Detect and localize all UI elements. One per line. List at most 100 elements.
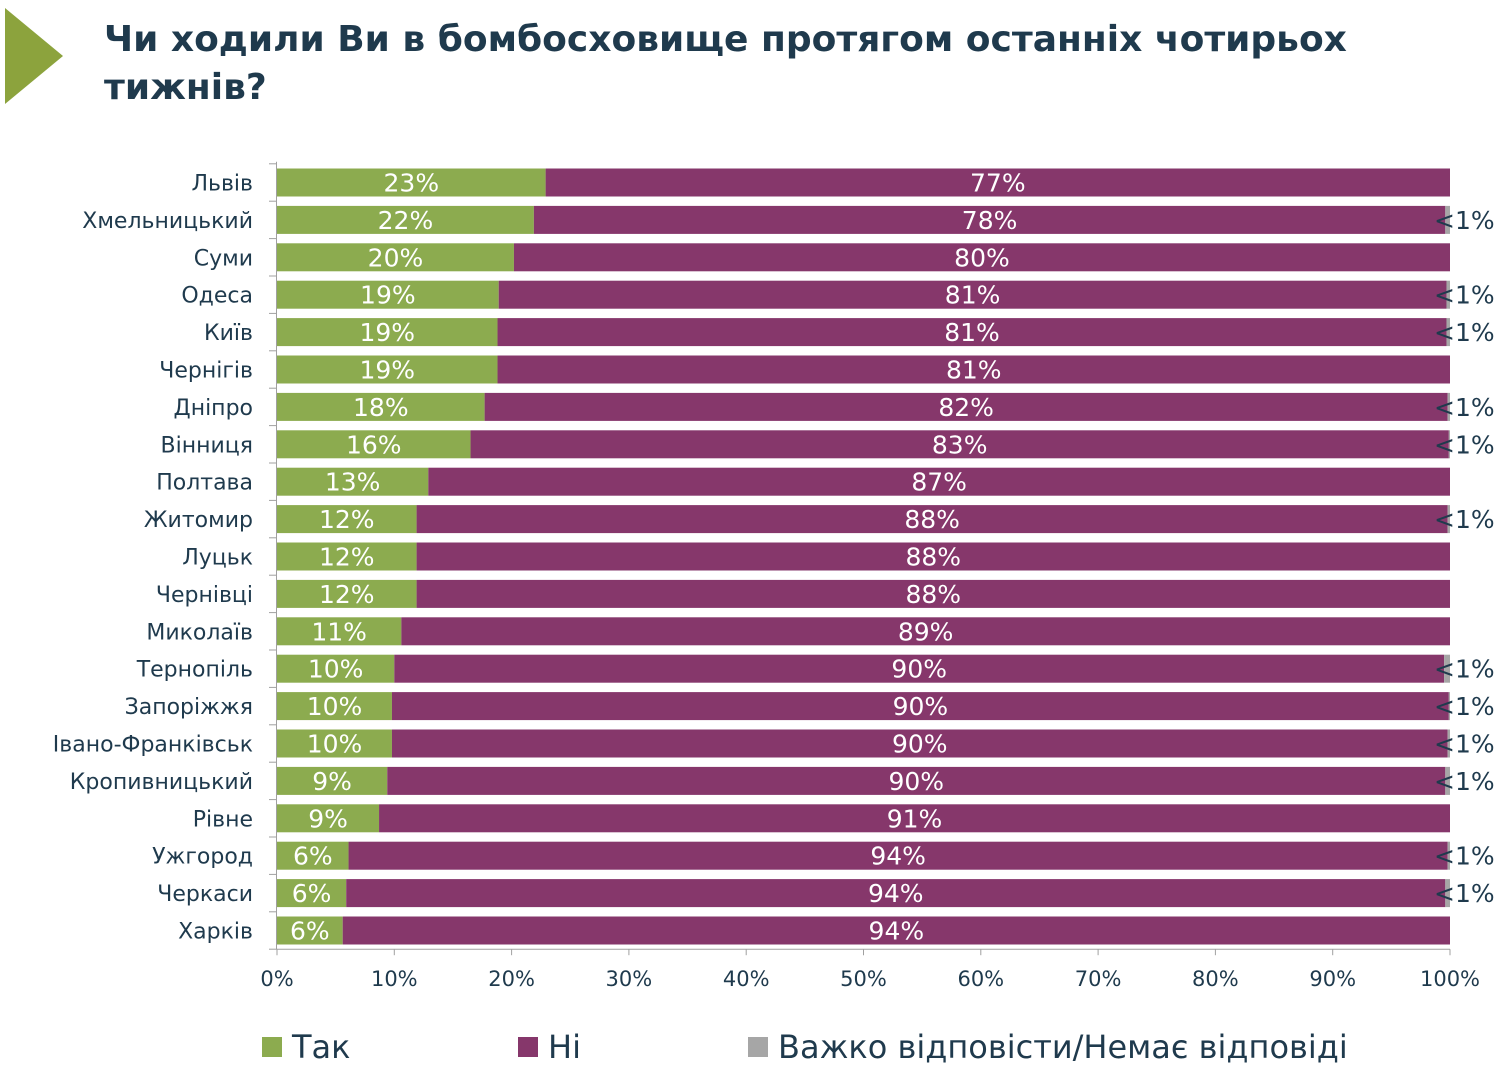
bar-yes <box>277 879 347 908</box>
data-label-no: 90% <box>891 655 947 684</box>
legend-swatch-yes <box>262 1037 282 1057</box>
data-label-yes: 18% <box>353 393 409 422</box>
data-label-yes: 9% <box>308 804 348 833</box>
data-label-dk: <1% <box>1434 879 1495 908</box>
data-label-dk: <1% <box>1434 730 1495 759</box>
data-label-yes: 6% <box>293 842 333 871</box>
category-label: Івано-Франківськ <box>53 733 253 758</box>
x-tick-label: 60% <box>957 967 1004 991</box>
category-label: Харків <box>178 920 253 945</box>
x-tick-label: 100% <box>1420 967 1480 991</box>
bar-dk <box>1445 205 1450 234</box>
category-label: Миколаїв <box>146 620 253 645</box>
data-label-dk: <1% <box>1434 505 1495 534</box>
data-label-dk: <1% <box>1434 767 1495 796</box>
bar-no <box>394 654 1445 683</box>
bar-yes <box>277 205 534 234</box>
bar-no <box>497 318 1447 347</box>
data-label-no: 81% <box>945 281 1001 310</box>
category-label: Черкаси <box>157 882 253 907</box>
bar-yes <box>277 430 471 459</box>
data-label-no: 90% <box>893 692 949 721</box>
category-label: Львів <box>191 172 253 197</box>
data-label-no: 94% <box>868 879 924 908</box>
legend-item-dk: Важко відповісти/Немає відповіді <box>748 1025 1348 1069</box>
x-tick-label: 90% <box>1309 967 1356 991</box>
data-label-yes: 11% <box>311 617 367 646</box>
legend-item-yes: Так <box>262 1025 350 1069</box>
bar-no <box>391 692 1449 721</box>
data-label-dk: <1% <box>1434 692 1495 721</box>
data-label-no: 90% <box>892 730 948 759</box>
x-tick-label: 70% <box>1075 967 1122 991</box>
data-label-yes: 19% <box>360 281 416 310</box>
data-label-yes: 19% <box>359 356 415 385</box>
category-label: Одеса <box>181 284 253 309</box>
bar-dk <box>1448 692 1450 721</box>
x-tick-label: 30% <box>606 967 653 991</box>
stacked-bar-chart: Львів 23% 77% Хмельницький 22% 78% <1% Суми 20% 8… <box>53 161 1495 991</box>
bar-dk <box>1445 879 1450 908</box>
bar-dk <box>1444 654 1450 683</box>
bar-yes <box>277 617 402 646</box>
legend-swatch-no <box>518 1037 538 1057</box>
bar-yes <box>277 804 380 833</box>
x-tick-label: 20% <box>488 967 535 991</box>
data-label-no: 78% <box>962 206 1018 235</box>
bar-yes <box>277 841 349 870</box>
legend-swatch-dk <box>748 1037 768 1057</box>
data-label-yes: 6% <box>290 917 330 946</box>
data-label-dk: <1% <box>1434 206 1495 235</box>
legend-item-no: Ні <box>518 1025 581 1069</box>
data-label-dk: <1% <box>1434 655 1495 684</box>
category-label: Полтава <box>156 471 253 496</box>
data-label-yes: 10% <box>307 730 363 759</box>
data-label-no: 77% <box>970 169 1026 198</box>
data-label-no: 90% <box>888 767 944 796</box>
bar-yes <box>277 243 514 272</box>
data-label-dk: <1% <box>1434 430 1495 459</box>
bar-dk <box>1447 841 1450 870</box>
category-label: Чернігів <box>159 359 253 384</box>
category-label: Київ <box>204 321 253 346</box>
bar-no <box>484 392 1448 421</box>
bar-dk <box>1448 430 1450 459</box>
x-tick-label: 80% <box>1192 967 1239 991</box>
data-label-no: 87% <box>911 468 967 497</box>
bar-dk <box>1447 392 1450 421</box>
legend-label-no: Ні <box>548 1028 581 1066</box>
data-label-yes: 22% <box>378 206 434 235</box>
data-label-no: 91% <box>887 804 943 833</box>
bar-dk <box>1445 766 1450 795</box>
category-label: Тернопіль <box>136 658 253 683</box>
x-tick-label: 50% <box>840 967 887 991</box>
bar-dk <box>1447 729 1450 758</box>
category-label: Дніпро <box>174 396 254 421</box>
bar-no <box>513 243 1450 272</box>
title-arrow-icon <box>5 8 63 104</box>
bar-no <box>379 804 1450 833</box>
bar-no <box>342 916 1450 945</box>
category-label: Вінниця <box>161 433 253 458</box>
data-label-yes: 12% <box>319 580 375 609</box>
bar-yes <box>277 280 499 309</box>
data-label-yes: 6% <box>292 879 332 908</box>
bar-yes <box>277 654 395 683</box>
bar-no <box>545 168 1450 197</box>
bar-no <box>348 841 1448 870</box>
bar-no <box>391 729 1448 758</box>
data-label-no: 94% <box>869 917 925 946</box>
data-label-no: 81% <box>946 356 1002 385</box>
data-label-no: 88% <box>906 543 962 572</box>
data-label-no: 82% <box>938 393 994 422</box>
data-label-yes: 10% <box>307 692 363 721</box>
x-tick-label: 10% <box>371 967 418 991</box>
bar-no <box>470 430 1449 459</box>
legend-label-dk: Важко відповісти/Немає відповіді <box>778 1028 1348 1066</box>
bar-no <box>533 205 1446 234</box>
bar-yes <box>277 355 498 384</box>
data-label-no: 94% <box>870 842 926 871</box>
data-label-no: 88% <box>906 580 962 609</box>
chart-legend: Так Ні Важко відповісти/Немає відповіді <box>0 1025 1508 1069</box>
bar-dk <box>1447 505 1450 534</box>
